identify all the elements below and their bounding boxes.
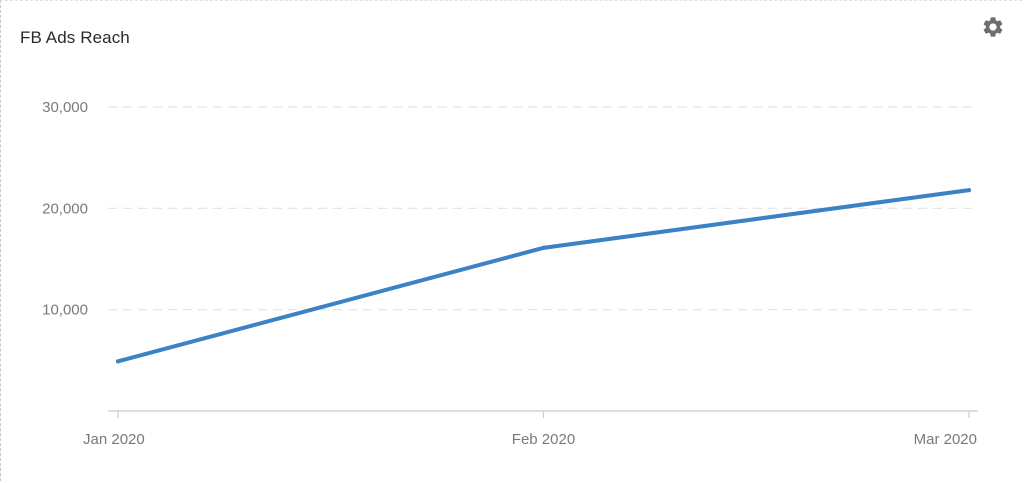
series-line <box>116 188 971 364</box>
data-point[interactable] <box>541 245 546 250</box>
y-tick-label: 20,000 <box>42 200 88 217</box>
data-point[interactable] <box>967 188 971 193</box>
x-tick-label: Feb 2020 <box>512 431 575 448</box>
y-tick-label: 10,000 <box>42 302 88 319</box>
x-tick-label: Mar 2020 <box>914 431 977 448</box>
chart-title: FB Ads Reach <box>20 28 130 47</box>
x-tick-label: Jan 2020 <box>83 431 145 448</box>
data-point[interactable] <box>116 359 120 364</box>
gear-icon[interactable] <box>981 15 1005 39</box>
y-tick-label: 30,000 <box>42 99 88 116</box>
